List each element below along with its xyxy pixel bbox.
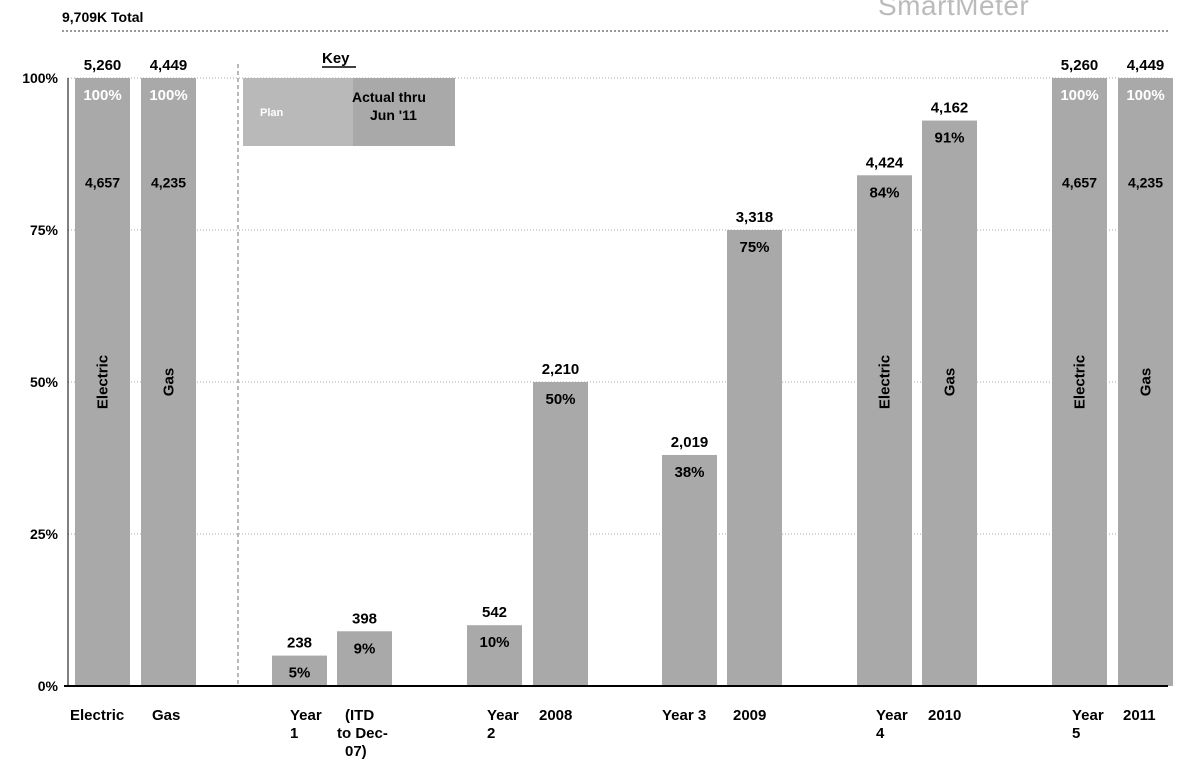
- bar-year3-electric: [662, 454, 717, 686]
- category-label-cat-electric: Electric: [70, 707, 124, 724]
- category-label-line: Year: [876, 707, 908, 724]
- y-tick-label-75: 75%: [30, 222, 59, 238]
- bar-inner-value-year5-gas: 4,235: [1128, 174, 1163, 190]
- category-label-line: to Dec-: [337, 725, 388, 742]
- total-label: 9,709K Total: [62, 9, 144, 25]
- bar-pct-label-year2-gas: 50%: [545, 391, 575, 408]
- bar-pct-label-year1-electric: 5%: [289, 665, 311, 682]
- category-label-cat-year1: Year 1: [290, 707, 322, 742]
- key-plan-swatch: [243, 78, 353, 146]
- bar-inner-value-total-gas: 4,235: [151, 174, 186, 190]
- bar-top-label-year5-gas: 4,449: [1127, 57, 1165, 74]
- bar-pct-label-year4-gas: 91%: [934, 130, 964, 147]
- category-label-line: 1: [290, 725, 298, 742]
- bar-pct-label-year1-gas: 9%: [354, 640, 376, 657]
- category-label-line: 2011: [1123, 707, 1156, 724]
- bar-pct-label-total-electric: 100%: [83, 87, 121, 104]
- bar-pct-label-year3-electric: 38%: [674, 464, 704, 481]
- y-tick-label-25: 25%: [30, 526, 59, 542]
- bar-vertical-label-year5-gas: Gas: [1138, 368, 1155, 396]
- category-label-line: 2010: [928, 707, 961, 724]
- category-label-cat-2010: 2010: [928, 707, 961, 724]
- bar-top-label-year3-electric: 2,019: [671, 434, 709, 451]
- bar-vertical-label-total-gas: Gas: [161, 368, 178, 396]
- category-label-cat-2008: 2008: [539, 707, 572, 724]
- bar-vertical-label-year4-electric: Electric: [877, 355, 894, 409]
- bar-pct-label-year3-gas: 75%: [739, 239, 769, 256]
- bar-vertical-label-year4-gas: Gas: [942, 368, 959, 396]
- bar-pct-label-year5-electric: 100%: [1060, 87, 1098, 104]
- header-divider: [62, 30, 1168, 32]
- key-title: Key: [322, 50, 350, 67]
- label-layer: 5,260 100% 4,657 Electric 4,449 100% 4,235 Gas 2…: [83, 57, 1164, 682]
- category-label-cat-year3: Year 3: [662, 707, 706, 724]
- category-label-line: Gas: [152, 707, 180, 724]
- bar-inner-value-total-electric: 4,657: [85, 174, 120, 190]
- bar-top-label-year1-electric: 238: [287, 635, 312, 652]
- bar-pct-label-year5-gas: 100%: [1126, 87, 1164, 104]
- bar-top-label-year1-gas: 398: [352, 610, 377, 627]
- key-plan-label: Plan: [260, 107, 284, 119]
- y-tick-label-100: 100%: [22, 70, 58, 86]
- category-label-line: 2008: [539, 707, 572, 724]
- category-label-line: (ITD: [345, 707, 374, 724]
- category-label-line: 2: [487, 725, 495, 742]
- bar-year2-electric: [467, 625, 522, 686]
- bar-inner-value-year5-electric: 4,657: [1062, 174, 1097, 190]
- key-actual-label-line2: Jun '11: [370, 107, 417, 123]
- bar-pct-label-total-gas: 100%: [149, 87, 187, 104]
- bar-pct-label-year4-electric: 84%: [869, 184, 899, 201]
- bar-year5-gas: [1118, 78, 1173, 686]
- bar-top-label-year2-electric: 542: [482, 604, 507, 621]
- bar-vertical-label-year5-electric: Electric: [1072, 355, 1089, 409]
- category-label-line: 4: [876, 725, 885, 742]
- category-label-cat-2011: 2011: [1123, 707, 1156, 724]
- category-label-line: Year 3: [662, 707, 706, 724]
- category-label-line: 07): [345, 743, 367, 760]
- category-label-line: 2009: [733, 707, 766, 724]
- bar-top-label-year3-gas: 3,318: [736, 209, 774, 226]
- bar-top-label-year4-gas: 4,162: [931, 100, 969, 117]
- bar-year5-electric: [1052, 78, 1107, 686]
- bar-year1-gas: [337, 631, 392, 686]
- category-label-cat-year4: Year 4: [876, 707, 908, 742]
- bar-year3-gas: [727, 230, 782, 686]
- bar-total-electric: [75, 78, 130, 686]
- key-actual-label-line1: Actual thru: [352, 89, 426, 105]
- bar-top-label-total-gas: 4,449: [150, 57, 188, 74]
- category-label-cat-gas: Gas: [152, 707, 180, 724]
- bar-pct-label-year2-electric: 10%: [479, 634, 509, 651]
- bar-year1-electric: [272, 655, 327, 686]
- category-label-line: Year: [1072, 707, 1104, 724]
- bar-top-label-year5-electric: 5,260: [1061, 57, 1099, 74]
- chart-key: Key Plan Actual thru Jun '11: [243, 50, 455, 146]
- bar-top-label-year4-electric: 4,424: [866, 154, 904, 171]
- bar-vertical-label-total-electric: Electric: [95, 355, 112, 409]
- bar-year4-gas: [922, 120, 977, 686]
- bar-top-label-total-electric: 5,260: [84, 57, 122, 74]
- bar-top-label-year2-gas: 2,210: [542, 361, 580, 378]
- category-label-line: Electric: [70, 707, 124, 724]
- y-tick-label-50: 50%: [30, 374, 59, 390]
- category-label-cat-year2: Year 2: [487, 707, 519, 742]
- category-label-line: Year: [487, 707, 519, 724]
- bar-layer: [75, 78, 1173, 686]
- brand-logo: SmartMeter: [878, 0, 1030, 21]
- category-label-cat-2009: 2009: [733, 707, 766, 724]
- category-label-line: 5: [1072, 725, 1080, 742]
- category-label-line: Year: [290, 707, 322, 724]
- category-label-cat-itd: (ITD to Dec-07): [337, 707, 388, 760]
- bar-total-gas: [141, 78, 196, 686]
- bar-year2-gas: [533, 382, 588, 686]
- y-tick-label-0: 0%: [38, 678, 59, 694]
- bar-year4-electric: [857, 175, 912, 686]
- category-label-cat-year5: Year 5: [1072, 707, 1104, 742]
